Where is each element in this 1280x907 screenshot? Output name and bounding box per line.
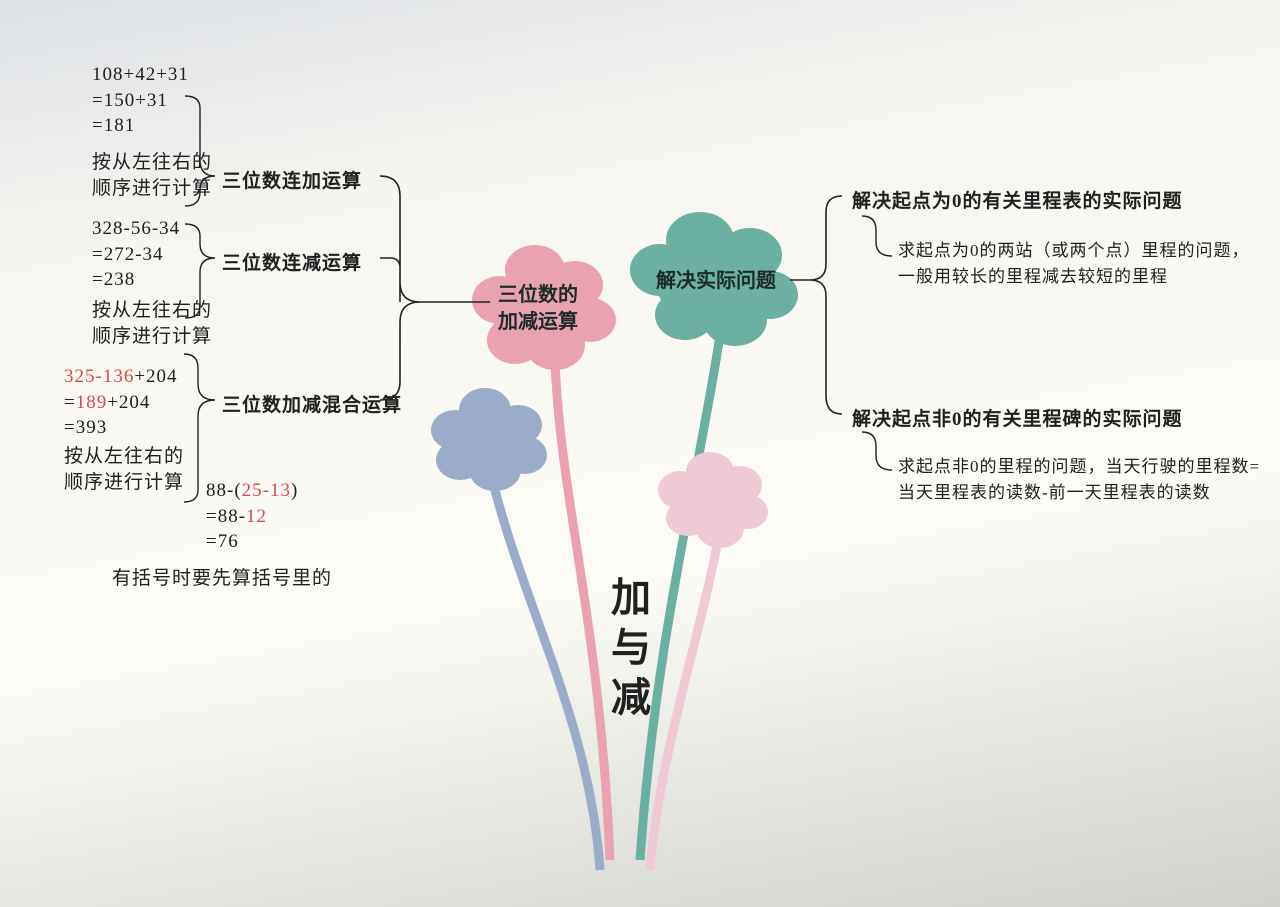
left-branch-3-label: 三位数加减混合运算: [222, 390, 402, 417]
right-branch-1-body: 求起点为0的两站（或两个点）里程的问题， 一般用较长的里程减去较短的里程: [898, 238, 1250, 291]
left-branch-3-paren-eq: 88-(25-13)=88-12=76: [206, 478, 298, 555]
bracket-right-1: [862, 216, 892, 256]
left-branch-3-eq: 325-136+204=189+204=393: [64, 364, 178, 441]
right-branch-2-heading: 解决起点非0的有关里程碑的实际问题: [852, 404, 1183, 431]
left-branch-3-paren-note: 有括号时要先算括号里的: [112, 566, 332, 592]
left-branch-2-note: 按从左往右的 顺序进行计算: [92, 298, 212, 349]
bracket-left-main: [380, 176, 490, 400]
left-branch-3-note: 按从左往右的 顺序进行计算: [64, 444, 184, 495]
stem-blue: [490, 470, 600, 870]
node-left-main: 三位数的 加减运算: [498, 282, 578, 336]
right-branch-1-heading: 解决起点为0的有关里程表的实际问题: [852, 186, 1183, 213]
left-branch-2-eq: 328-56-34 =272-34 =238: [92, 216, 180, 293]
node-right-main: 解决实际问题: [656, 268, 776, 295]
bracket-right-2: [862, 432, 892, 470]
mindmap-canvas: 加 与 减 三位数的 加减运算 解决实际问题 三位数连加运算 108+42+31…: [0, 0, 1280, 907]
bracket-right-main: [790, 196, 842, 414]
left-branch-2-label: 三位数连减运算: [222, 248, 362, 275]
right-branch-2-body: 求起点非0的里程的问题，当天行驶的里程数= 当天里程表的读数-前一天里程表的读数: [898, 454, 1260, 507]
left-branch-1-note: 按从左往右的 顺序进行计算: [92, 150, 212, 201]
left-branch-1-eq: 108+42+31 =150+31 =181: [92, 62, 189, 139]
left-branch-1-label: 三位数连加运算: [222, 166, 362, 193]
cloud-blue: [431, 388, 547, 491]
cloud-lightpink: [658, 452, 768, 548]
center-title: 加 与 减: [602, 576, 652, 716]
